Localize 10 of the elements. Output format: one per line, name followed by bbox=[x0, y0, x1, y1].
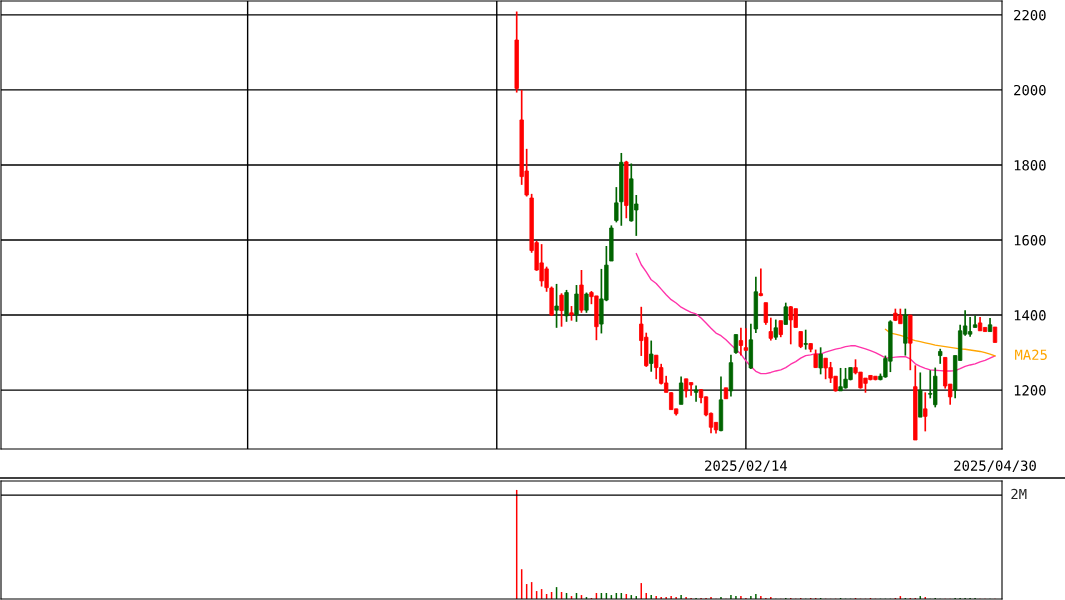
y-tick-label: 2000 bbox=[1014, 84, 1046, 96]
y-tick-label: 1200 bbox=[1014, 385, 1046, 396]
x-tick-label: 2025/02/14 bbox=[705, 460, 788, 473]
y-tick-label: 2200 bbox=[1014, 9, 1046, 21]
x-tick-label: 2025/04/30 bbox=[954, 460, 1036, 473]
series-label: MA25 bbox=[1015, 349, 1047, 361]
y-tick-label: 1600 bbox=[1014, 235, 1046, 246]
y-tick-label: 1800 bbox=[1014, 159, 1046, 171]
y-tick-label: 1400 bbox=[1014, 310, 1046, 321]
ref-line-label: 2M bbox=[1011, 488, 1027, 500]
